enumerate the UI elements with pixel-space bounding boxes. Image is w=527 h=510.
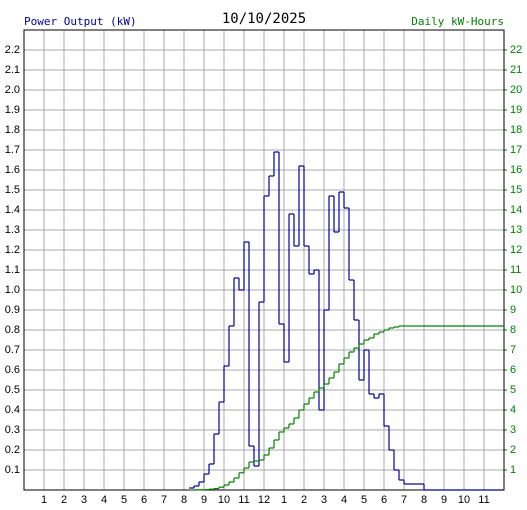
x-tick-label: 9: [201, 494, 207, 506]
x-tick-label: 8: [421, 494, 427, 506]
x-tick-label: 4: [341, 494, 347, 506]
x-tick-label: 10: [458, 494, 470, 506]
x-tick-label: 11: [238, 494, 249, 506]
y-tick-label: 0.7: [5, 344, 20, 356]
y2-tick-label: 19: [510, 104, 522, 116]
y2-tick-label: 3: [510, 424, 516, 436]
y-tick-label: 0.9: [5, 304, 20, 316]
x-tick-label: 1: [41, 494, 47, 506]
x-tick-label: 4: [101, 494, 107, 506]
y-tick-label: 0.5: [5, 384, 20, 396]
y2-tick-label: 17: [510, 144, 522, 156]
y2-tick-label: 20: [510, 84, 522, 96]
y2-tick-label: 11: [510, 264, 521, 276]
x-tick-label: 12: [258, 494, 270, 506]
x-tick-label: 2: [301, 494, 307, 506]
y-tick-label: 1.5: [5, 184, 20, 196]
x-tick-label: 7: [161, 494, 167, 506]
y2-tick-label: 5: [510, 384, 516, 396]
y2-tick-label: 18: [510, 124, 522, 136]
x-tick-label: 6: [381, 494, 387, 506]
y-tick-label: 1.2: [5, 244, 20, 256]
y-tick-label: 1.1: [5, 264, 20, 276]
y-tick-label: 0.3: [5, 424, 20, 436]
y-tick-label: 2.2: [5, 44, 20, 56]
x-tick-label: 8: [181, 494, 187, 506]
y-tick-label: 2.0: [5, 84, 20, 96]
y-tick-label: 1.9: [5, 104, 20, 116]
plot-border: [23, 29, 505, 491]
y2-tick-label: 12: [510, 244, 522, 256]
x-tick-label: 7: [401, 494, 407, 506]
y-tick-label: 0.1: [5, 464, 20, 476]
x-tick-label: 5: [121, 494, 127, 506]
y-tick-label: 1.7: [5, 144, 20, 156]
y2-tick-label: 6: [510, 364, 516, 376]
y2-tick-label: 9: [510, 304, 516, 316]
y2-tick-label: 8: [510, 324, 516, 336]
y-tick-label: 1.8: [5, 124, 20, 136]
y2-tick-label: 14: [510, 204, 522, 216]
x-tick-label: 2: [61, 494, 67, 506]
x-tick-label: 3: [321, 494, 327, 506]
x-tick-label: 11: [478, 494, 489, 506]
y-tick-label: 0.2: [5, 444, 20, 456]
x-tick-label: 1: [281, 494, 287, 506]
chart-title: 10/10/2025: [222, 11, 306, 27]
x-tick-label: 10: [218, 494, 230, 506]
y2-tick-label: 21: [510, 64, 522, 76]
y2-tick-label: 7: [510, 344, 516, 356]
y2-tick-label: 16: [510, 164, 522, 176]
y-axis-label: Power Output (kW): [24, 15, 137, 28]
y2-tick-label: 2: [510, 444, 516, 456]
y-tick-label: 1.4: [5, 204, 20, 216]
y-tick-label: 0.8: [5, 324, 20, 336]
x-tick-label: 5: [361, 494, 367, 506]
y-tick-label: 0.4: [5, 404, 20, 416]
y-tick-label: 2.1: [5, 64, 20, 76]
y2-tick-label: 10: [510, 284, 522, 296]
y-tick-label: 1.6: [5, 164, 20, 176]
y-tick-label: 1.3: [5, 224, 20, 236]
x-tick-label: 6: [141, 494, 147, 506]
x-tick-label: 9: [441, 494, 447, 506]
y2-tick-label: 22: [510, 44, 522, 56]
y2-tick-label: 4: [510, 404, 516, 416]
y-tick-label: 0.6: [5, 364, 20, 376]
y2-axis-label: Daily kW-Hours: [411, 15, 504, 28]
y2-tick-label: 1: [510, 464, 516, 476]
y2-tick-label: 15: [510, 184, 522, 196]
y2-tick-label: 13: [510, 224, 522, 236]
x-tick-label: 3: [81, 494, 87, 506]
y-tick-label: 1.0: [5, 284, 20, 296]
